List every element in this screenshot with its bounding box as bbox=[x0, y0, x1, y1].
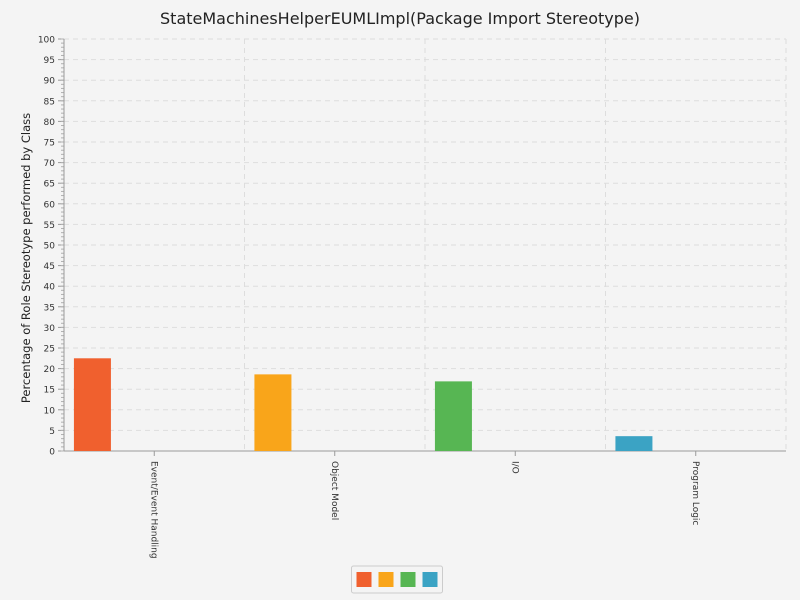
legend-swatch bbox=[356, 572, 372, 587]
y-tick-label: 75 bbox=[44, 139, 55, 149]
y-tick-label: 100 bbox=[38, 36, 55, 46]
y-tick-label: 25 bbox=[44, 345, 55, 355]
x-tick-labels: Event/Event Handling Object Model I/O Progr… bbox=[148, 461, 700, 559]
y-tick-label: 20 bbox=[44, 365, 56, 375]
y-tick-label: 85 bbox=[44, 97, 55, 107]
legend-swatch bbox=[400, 572, 416, 587]
y-tick-label: 0 bbox=[49, 448, 55, 458]
y-tick-label: 5 bbox=[49, 427, 55, 437]
legend-swatch bbox=[422, 572, 438, 587]
y-tick-label: 10 bbox=[44, 406, 56, 416]
y-tick-label: 95 bbox=[44, 56, 55, 66]
x-tick-label: I/O bbox=[509, 461, 519, 474]
y-axis-label: Percentage of Role Stereotype performed … bbox=[19, 113, 33, 403]
axes bbox=[58, 38, 786, 456]
bar bbox=[73, 358, 111, 451]
y-tick-label: 80 bbox=[44, 118, 56, 128]
chart-title: StateMachinesHelperEUMLImpl(Package Impo… bbox=[160, 9, 640, 28]
y-tick-label: 45 bbox=[44, 262, 55, 272]
y-tick-label: 55 bbox=[44, 221, 55, 231]
bar bbox=[615, 436, 653, 451]
legend bbox=[351, 565, 443, 594]
x-tick-label: Object Model bbox=[329, 461, 339, 520]
y-tick-label: 40 bbox=[44, 283, 56, 293]
bar bbox=[254, 374, 292, 451]
y-tick-label: 60 bbox=[44, 200, 56, 210]
y-tick-label: 70 bbox=[44, 159, 56, 169]
x-tick-label: Program Logic bbox=[690, 461, 700, 525]
y-tick-label: 35 bbox=[44, 303, 55, 313]
y-tick-labels: 0 5 10 15 20 25 30 35 40 45 50 55 60 65 70 75 80 85 90 95 10… bbox=[38, 36, 55, 458]
x-tick-label: Event/Event Handling bbox=[148, 461, 158, 559]
y-tick-label: 50 bbox=[44, 242, 56, 252]
y-tick-label: 15 bbox=[44, 386, 55, 396]
grid-lines bbox=[64, 38, 787, 451]
y-tick-label: 65 bbox=[44, 180, 55, 190]
bar bbox=[434, 381, 472, 451]
legend-box bbox=[351, 565, 443, 594]
y-tick-label: 90 bbox=[44, 77, 56, 87]
bars bbox=[73, 358, 653, 451]
legend-swatch bbox=[378, 572, 394, 587]
y-tick-label: 30 bbox=[44, 324, 56, 334]
